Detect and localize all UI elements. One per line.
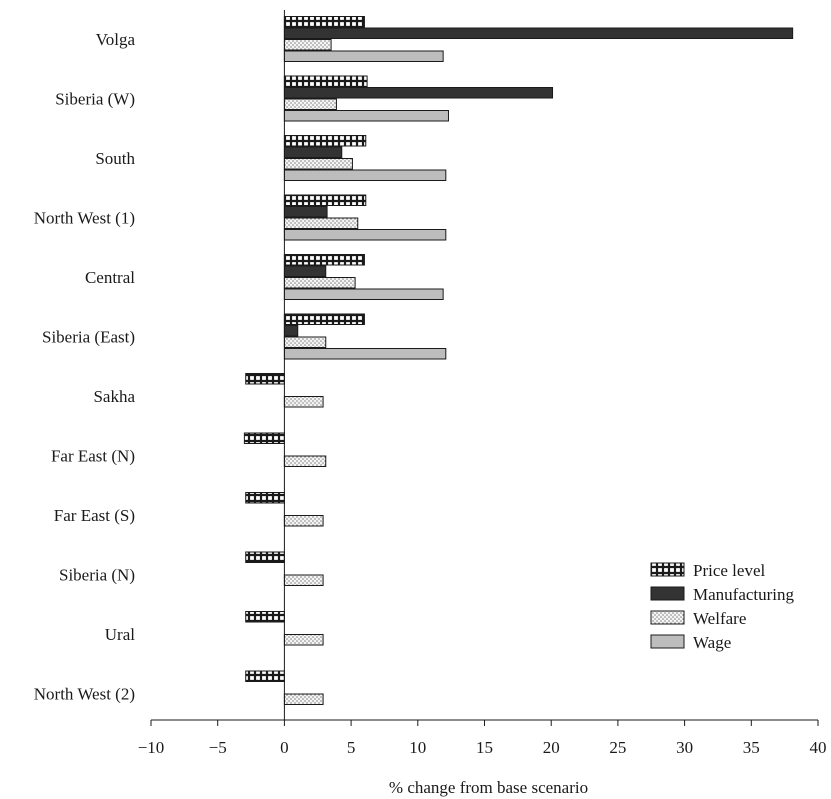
category-group <box>243 432 327 467</box>
bar-manufacturing <box>283 146 343 158</box>
bar-welfare <box>283 98 337 110</box>
category-label: Central <box>85 268 135 287</box>
legend-item: Manufacturing <box>650 585 795 604</box>
bar-welfare <box>283 515 324 527</box>
bar-price-level <box>283 254 365 266</box>
bar-welfare <box>283 396 324 408</box>
legend-label: Manufacturing <box>693 585 795 604</box>
bar-wage <box>283 229 447 241</box>
x-tick-label: 5 <box>347 738 356 757</box>
category-group <box>283 135 447 181</box>
category-group <box>283 75 554 122</box>
x-tick-label: −10 <box>138 738 165 757</box>
category-group <box>283 16 794 62</box>
category-label: Ural <box>105 625 135 644</box>
category-group <box>283 254 444 300</box>
bar-manufacturing <box>283 27 794 39</box>
bar-price-level <box>245 670 285 682</box>
x-tick-label: 15 <box>476 738 493 757</box>
bar-welfare <box>283 574 324 586</box>
bar-price-level <box>243 432 285 444</box>
x-tick-label: 35 <box>743 738 760 757</box>
bar-welfare <box>283 39 332 51</box>
category-labels: Volga Siberia (W) South North West (1) Centr… <box>34 30 136 704</box>
bar-wage <box>283 288 444 300</box>
bar-price-level <box>245 492 285 504</box>
category-label: Siberia (East) <box>42 328 135 347</box>
x-tick-label: 30 <box>676 738 693 757</box>
category-label: Far East (N) <box>51 447 135 466</box>
category-label: Sakha <box>93 387 135 406</box>
bar-price-level <box>283 194 367 206</box>
legend: Price level Manufacturing Welfare Wage <box>650 561 795 652</box>
axes: −10 −5 0 5 10 15 20 25 30 35 40 <box>138 10 827 757</box>
bar-wage <box>283 348 447 360</box>
bar-wage <box>283 169 447 181</box>
category-label: Siberia (W) <box>55 90 135 109</box>
x-tick-label: 25 <box>609 738 626 757</box>
legend-label: Price level <box>693 561 765 580</box>
category-label: North West (2) <box>34 685 135 704</box>
x-tick-label: 40 <box>810 738 827 757</box>
category-label: North West (1) <box>34 209 135 228</box>
legend-swatch <box>650 586 685 601</box>
bar-wage <box>283 50 444 62</box>
x-tick-label: 10 <box>409 738 426 757</box>
category-label: Volga <box>96 30 136 49</box>
x-tick-label: −5 <box>209 738 227 757</box>
x-axis-title: % change from base scenario <box>389 778 588 797</box>
category-label: South <box>95 149 135 168</box>
category-label: Far East (S) <box>54 506 135 525</box>
legend-item: Price level <box>650 561 765 580</box>
legend-label: Welfare <box>693 609 746 628</box>
bar-welfare <box>283 217 359 229</box>
bar-welfare <box>283 634 324 646</box>
category-group <box>283 313 447 360</box>
bar-price-level <box>283 135 367 147</box>
bar-welfare <box>283 277 356 289</box>
legend-swatch <box>650 634 685 649</box>
bar-welfare <box>283 693 324 705</box>
legend-swatch <box>650 562 685 577</box>
bar-welfare <box>283 158 353 170</box>
bars-layer <box>243 16 794 705</box>
bar-manufacturing <box>283 325 299 337</box>
bar-price-level <box>283 313 365 325</box>
bar-welfare <box>283 336 327 348</box>
bar-wage <box>283 110 449 122</box>
legend-item: Welfare <box>650 609 746 628</box>
bar-manufacturing <box>283 265 327 277</box>
bar-price-level <box>245 551 285 563</box>
bar-price-level <box>245 611 285 623</box>
legend-item: Wage <box>650 633 731 652</box>
bar-welfare <box>283 455 327 467</box>
bar-manufacturing <box>283 87 554 99</box>
bar-price-level <box>283 16 365 28</box>
category-label: Siberia (N) <box>59 566 135 585</box>
legend-swatch <box>650 610 685 625</box>
bar-price-level <box>283 75 368 87</box>
x-tick-label: 20 <box>543 738 560 757</box>
x-tick-label: 0 <box>280 738 289 757</box>
category-group <box>283 194 447 241</box>
legend-label: Wage <box>693 633 731 652</box>
bar-price-level <box>245 373 285 385</box>
bar-manufacturing <box>283 206 328 218</box>
